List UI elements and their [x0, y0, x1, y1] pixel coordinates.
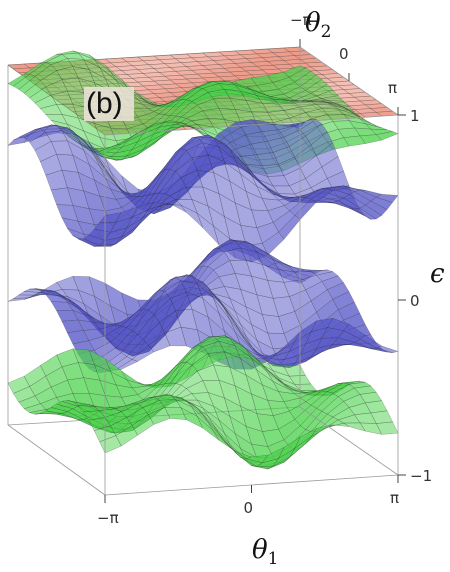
theta2-axis-label: θ2	[305, 8, 331, 42]
box-edge-top-front	[104, 114, 399, 136]
theta2-tick-label: −π	[290, 11, 312, 29]
band-surface-4	[7, 335, 399, 470]
theta1-axis-label: θ1	[252, 535, 278, 569]
epsilon-tick-label: −1	[410, 467, 432, 485]
panel-label-background	[84, 87, 134, 121]
theta1-tick-label: −π	[97, 509, 119, 527]
energy-bands	[7, 46, 399, 470]
box-edge-bottom-right	[299, 406, 399, 476]
theta1-tick-label: π	[390, 489, 399, 507]
epsilon-axis-label: ϵ	[430, 259, 445, 289]
tick-labels: −π 0 π π 0 −π 1 0 −1	[97, 11, 432, 527]
epsilon-tick-label: 1	[410, 107, 420, 125]
theta1-tick-label: 0	[244, 499, 254, 517]
epsilon-tick-label: 0	[410, 292, 420, 310]
box-edge-bottom-left	[7, 424, 106, 496]
theta2-tick-label: 0	[339, 45, 349, 63]
panel-label: (b)	[86, 87, 123, 120]
theta2-tick-label: π	[388, 79, 397, 97]
